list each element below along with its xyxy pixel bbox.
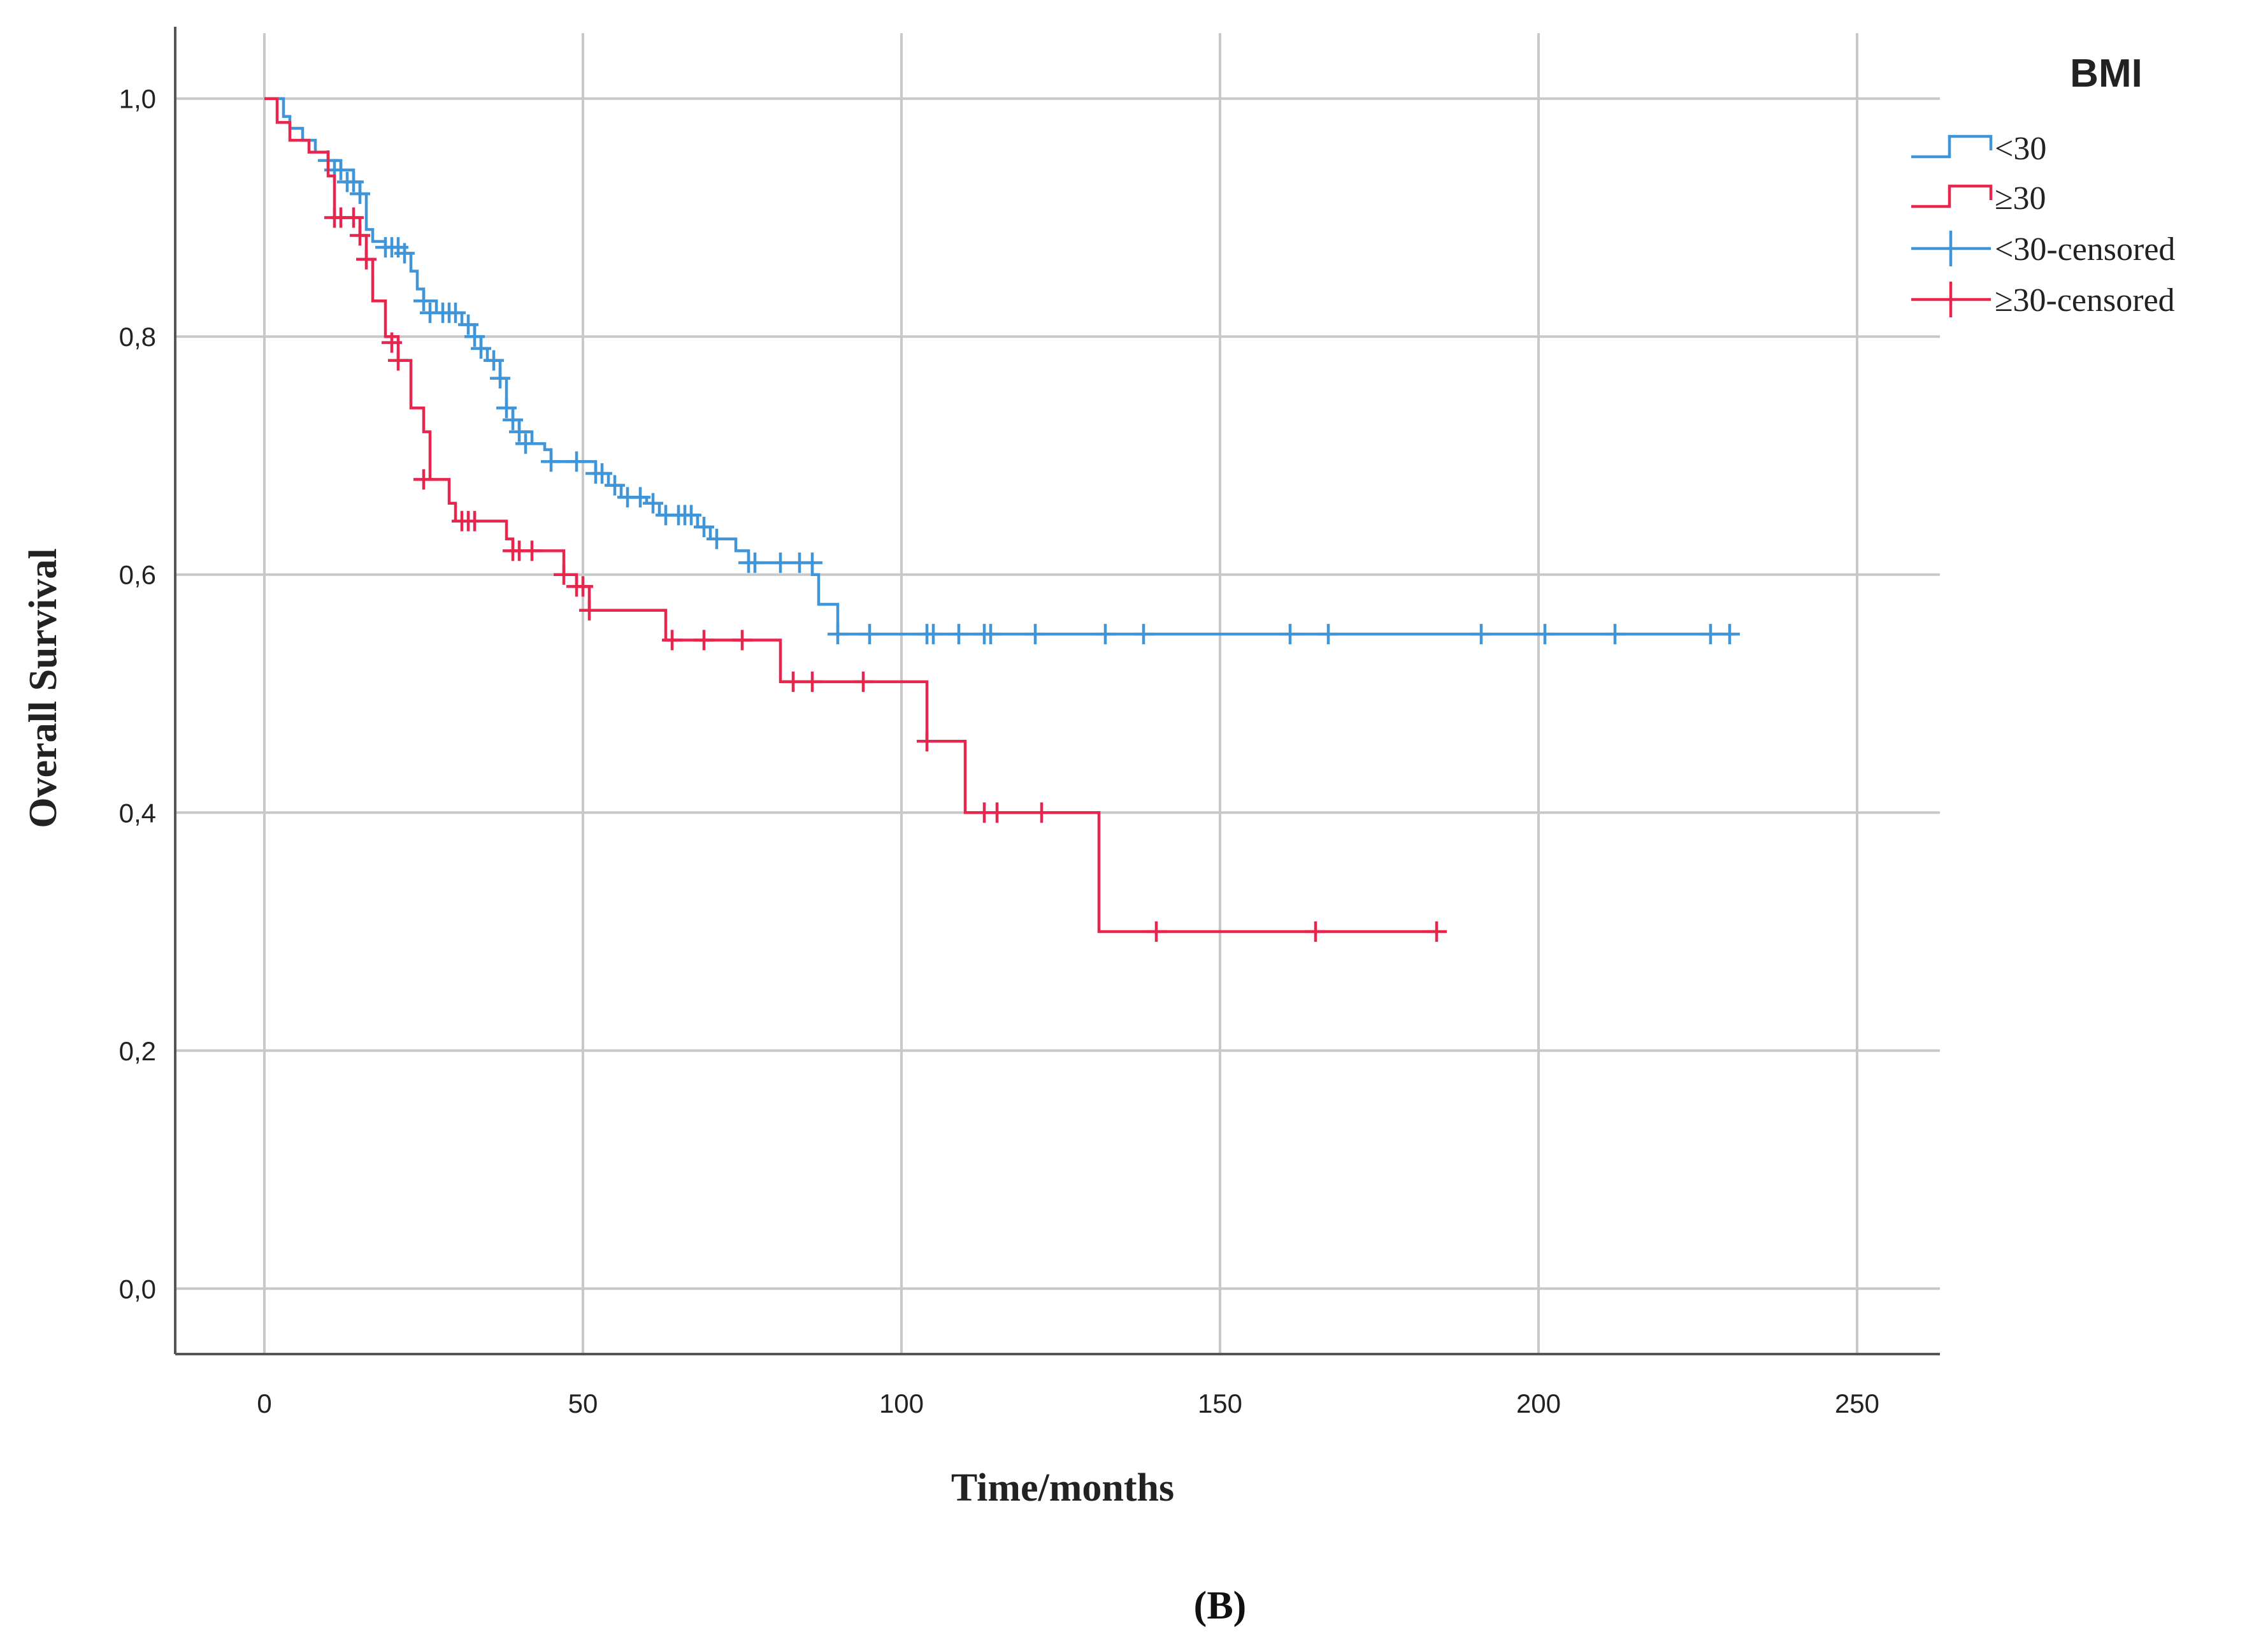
- x-tick-label: 250: [1835, 1388, 1879, 1418]
- x-axis-ticks: 0 50 100 150 200 250: [257, 1388, 1879, 1418]
- censor-mark-0-43: [828, 624, 848, 645]
- axes: [174, 27, 1940, 1355]
- censor-mark-0-20: [496, 398, 517, 419]
- censor-mark-0-9: [394, 243, 415, 264]
- censor-mark-0-27: [592, 463, 612, 484]
- legend-swatch-3: [1911, 282, 1991, 317]
- censor-mark-0-37: [707, 528, 727, 549]
- censor-mark-0-22: [509, 421, 529, 442]
- censor-mark-1-29: [1305, 921, 1326, 942]
- censor-mark-0-51: [1095, 624, 1116, 645]
- x-tick-label: 0: [257, 1388, 271, 1418]
- censor-mark-0-2: [331, 159, 351, 180]
- censor-mark-0-4: [343, 171, 364, 192]
- censor-mark-0-52: [1133, 624, 1154, 645]
- censor-mark-0-23: [515, 433, 536, 454]
- censor-mark-0-28: [605, 475, 625, 496]
- censor-mark-0-50: [1025, 624, 1045, 645]
- legend-title: BMI: [2070, 52, 2142, 96]
- censor-mark-0-14: [445, 302, 466, 323]
- censor-mark-1-10: [464, 510, 485, 531]
- censor-mark-1-23: [853, 671, 873, 692]
- censor-mark-1-7: [413, 469, 434, 490]
- y-tick-label: 0,2: [119, 1036, 156, 1066]
- censor-mark-1-5: [382, 332, 402, 353]
- censor-mark-1-21: [783, 671, 803, 692]
- censor-mark-0-30: [630, 487, 650, 508]
- censor-mark-1-22: [802, 671, 822, 692]
- legend-label-1: ≥30: [1995, 180, 2046, 217]
- survival-curve-1: [264, 97, 1437, 934]
- censor-mark-0-39: [745, 552, 765, 573]
- y-axis-label: Overall Survival: [22, 548, 65, 828]
- y-axis-ticks: 0,0 0,2 0,4 0,6 0,8 1,0: [119, 84, 156, 1304]
- x-axis-label: Time/months: [951, 1466, 1174, 1510]
- y-tick-label: 0,6: [119, 560, 156, 590]
- censor-mark-0-55: [1471, 624, 1491, 645]
- legend-label-3: ≥30-censored: [1995, 282, 2175, 319]
- censor-mark-0-25: [566, 451, 587, 472]
- legend: BMI <30 ≥30 <30-censored ≥30-censored: [1911, 52, 2175, 319]
- censor-mark-1-3: [350, 225, 370, 246]
- censor-mark-0-42: [802, 552, 822, 573]
- censor-mark-0-36: [694, 517, 714, 538]
- censor-mark-1-16: [573, 576, 593, 597]
- plot-area: [264, 97, 1740, 942]
- y-tick-label: 0,4: [119, 798, 156, 828]
- censor-mark-1-6: [388, 350, 408, 371]
- y-tick-label: 0,8: [119, 322, 156, 352]
- censor-mark-1-28: [1146, 921, 1166, 942]
- x-tick-label: 150: [1198, 1388, 1242, 1418]
- y-tick-label: 0,0: [119, 1274, 156, 1304]
- censor-mark-1-18: [662, 630, 682, 651]
- legend-label-0: <30: [1995, 131, 2046, 167]
- censor-mark-1-19: [694, 630, 714, 651]
- censor-mark-0-53: [1280, 624, 1300, 645]
- censor-mark-0-59: [1719, 624, 1740, 645]
- censor-mark-1-24: [917, 731, 937, 752]
- panel-label: (B): [1194, 1584, 1247, 1627]
- censor-mark-1-30: [1426, 921, 1447, 942]
- legend-swatch-0: [1911, 134, 1993, 159]
- censor-mark-0-58: [1700, 624, 1721, 645]
- censor-mark-0-5: [350, 184, 370, 205]
- y-tick-label: 1,0: [119, 84, 156, 114]
- censor-mark-0-46: [923, 624, 944, 645]
- censor-mark-0-35: [681, 505, 701, 526]
- censor-mark-0-44: [859, 624, 880, 645]
- censor-mark-1-27: [1031, 802, 1052, 823]
- censor-mark-0-24: [541, 451, 561, 472]
- x-tick-label: 100: [879, 1388, 924, 1418]
- censor-mark-0-57: [1605, 624, 1625, 645]
- legend-swatch-2: [1911, 231, 1991, 266]
- x-tick-label: 50: [568, 1388, 598, 1418]
- censor-mark-0-15: [458, 314, 478, 335]
- censor-mark-0-49: [980, 624, 1001, 645]
- censor-mark-0-54: [1318, 624, 1339, 645]
- censor-mark-0-17: [471, 338, 491, 359]
- censor-mark-1-17: [579, 600, 599, 621]
- censor-mark-0-31: [643, 493, 663, 514]
- grid-lines: [175, 33, 1940, 1354]
- censor-mark-1-20: [732, 630, 752, 651]
- legend-swatch-1: [1911, 184, 1993, 208]
- censor-mark-1-13: [522, 540, 542, 561]
- censor-mark-0-40: [770, 552, 791, 573]
- censor-mark-0-21: [503, 409, 523, 430]
- x-tick-label: 200: [1516, 1388, 1561, 1418]
- legend-label-2: <30-censored: [1995, 231, 2175, 268]
- censor-mark-1-2: [343, 207, 364, 228]
- censor-mark-0-19: [490, 368, 510, 389]
- censor-mark-0-18: [484, 350, 504, 371]
- censor-mark-0-10: [413, 291, 434, 312]
- censor-mark-0-56: [1535, 624, 1555, 645]
- censor-mark-1-4: [356, 249, 377, 270]
- censor-mark-0-47: [949, 624, 969, 645]
- censor-mark-1-26: [987, 802, 1007, 823]
- censor-mark-1-14: [554, 564, 574, 585]
- survival-curve-0: [264, 97, 1736, 636]
- censor-mark-0-16: [464, 326, 485, 347]
